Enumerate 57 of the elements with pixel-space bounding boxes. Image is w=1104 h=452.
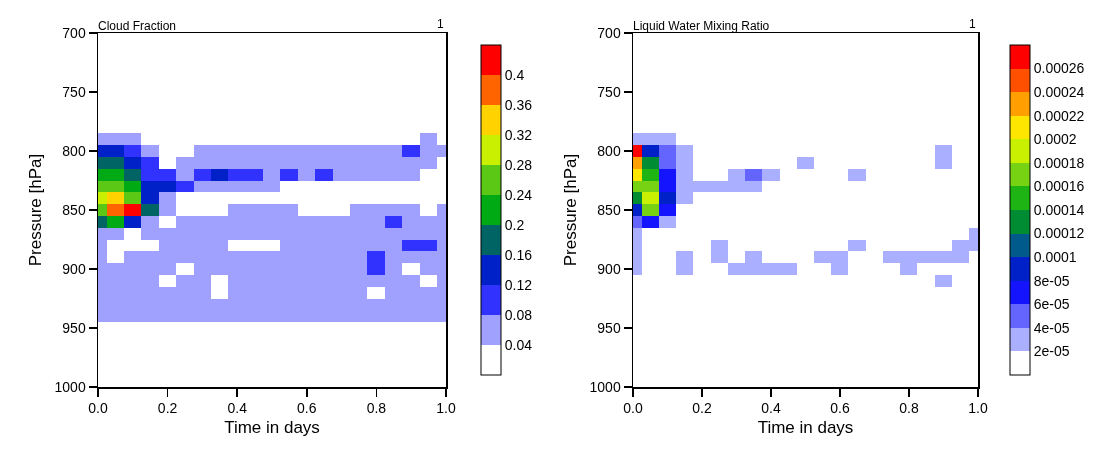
- color-bar-label: 0.0001: [1033, 249, 1077, 266]
- color-bar-label: 8e-05: [1033, 272, 1070, 289]
- chart-title: Cloud Fraction: [98, 19, 177, 33]
- y-tick-label: 750: [597, 83, 621, 100]
- x-tick-label: 0.6: [297, 400, 317, 417]
- color-bar-label: 0.08: [504, 306, 533, 323]
- color-bar-label: 0.00026: [1033, 60, 1085, 77]
- color-bar-label: 0.4: [504, 66, 525, 83]
- color-bar-label: 0.00016: [1033, 178, 1085, 195]
- y-tick-label: 700: [597, 24, 621, 41]
- y-tick-label: 1000: [589, 378, 621, 395]
- y-tick-label: 900: [62, 260, 86, 277]
- y-tick-label: 850: [597, 201, 621, 218]
- x-tick-label: 1.0: [436, 400, 456, 417]
- color-bar-label: 0.00012: [1033, 225, 1085, 242]
- y-tick-label: 1000: [54, 378, 86, 395]
- x-tick-label: 0.4: [761, 400, 781, 417]
- y-tick-label: 700: [62, 24, 86, 41]
- color-bar-label: 0.0002: [1033, 131, 1077, 148]
- x-tick-label: 0.2: [692, 400, 712, 417]
- color-bar-label: 0.00024: [1033, 84, 1085, 101]
- color-bar-label: 2e-05: [1033, 343, 1070, 360]
- color-bar-label: 0.28: [504, 156, 533, 173]
- x-tick-label: 0.2: [157, 400, 178, 417]
- color-bar-label: 0.16: [504, 246, 533, 263]
- x-tick-label: 0.4: [227, 400, 248, 417]
- color-bar-label: 0.12: [504, 276, 533, 293]
- color-bar-label: 0.24: [504, 186, 533, 203]
- x-tick-label: 0.8: [899, 400, 919, 417]
- x-tick-label: 0.0: [88, 400, 108, 417]
- x-axis-title: Time in days: [757, 418, 854, 438]
- color-bar-label: 0.32: [504, 126, 533, 143]
- y-tick-label: 850: [62, 201, 86, 218]
- color-bar-label: 6e-05: [1033, 296, 1070, 313]
- y-axis-title: Pressure [hPa]: [26, 153, 46, 267]
- chart-title: Liquid Water Mixing Ratio: [633, 19, 770, 33]
- color-bar-label: 0.00022: [1033, 107, 1085, 124]
- color-bar-label: 0.2: [504, 216, 525, 233]
- y-tick-label: 750: [62, 83, 86, 100]
- y-axis-title: Pressure [hPa]: [561, 153, 581, 267]
- y-tick-label: 800: [62, 142, 86, 159]
- x-tick-label: 0.8: [366, 400, 387, 417]
- color-bar-label: 0.04: [504, 336, 533, 353]
- text: 1: [969, 17, 976, 31]
- text: 1: [437, 17, 444, 31]
- y-tick-label: 950: [597, 319, 621, 336]
- y-tick-label: 900: [597, 260, 621, 277]
- x-tick-label: 0.6: [830, 400, 850, 417]
- x-tick-label: 0.0: [623, 400, 643, 417]
- color-bar-label: 4e-05: [1033, 319, 1070, 336]
- color-bar-label: 0.00018: [1033, 154, 1085, 171]
- x-tick-label: 1.0: [968, 400, 988, 417]
- y-tick-label: 950: [62, 319, 86, 336]
- x-axis-title: Time in days: [224, 418, 320, 438]
- color-bar-label: 0.00014: [1033, 201, 1085, 218]
- y-tick-label: 800: [597, 142, 621, 159]
- color-bar-label: 0.36: [504, 96, 533, 113]
